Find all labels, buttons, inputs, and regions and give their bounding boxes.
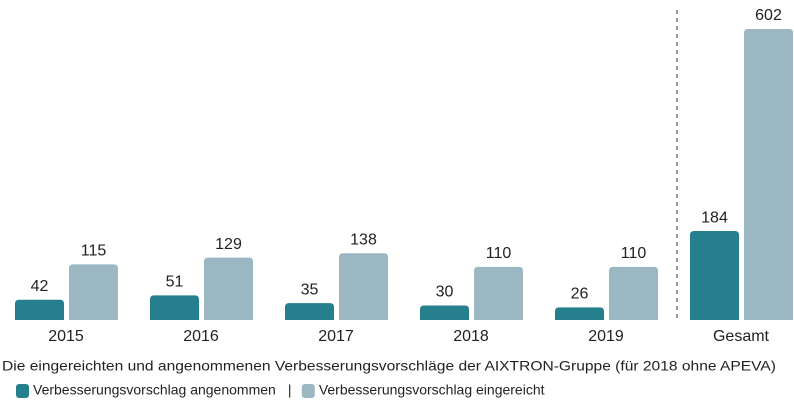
bar	[474, 266, 523, 320]
x-tick-label: 2017	[318, 328, 354, 345]
bar	[69, 264, 118, 320]
bar	[285, 303, 334, 320]
bar	[555, 307, 604, 320]
bar	[150, 295, 199, 320]
x-tick-label: 2019	[588, 328, 624, 345]
value-label: 115	[81, 243, 107, 260]
legend-label: Verbesserungsvorschlag eingereicht	[319, 382, 545, 398]
legend-separator: |	[288, 382, 292, 398]
caption: Die eingereichten und angenommenen Verbe…	[2, 358, 776, 374]
legend-swatch	[301, 384, 315, 398]
value-label: 110	[486, 245, 512, 262]
legend-swatch	[16, 384, 29, 398]
value-label: 26	[571, 286, 589, 303]
value-label: 42	[31, 278, 49, 295]
bar	[609, 266, 658, 320]
value-label: 51	[166, 274, 184, 291]
x-tick-label: 2018	[453, 328, 489, 345]
bar	[744, 29, 793, 320]
value-label: 110	[621, 245, 647, 262]
bar	[690, 231, 739, 320]
x-tick-label: 2015	[48, 328, 84, 345]
bar	[204, 257, 253, 320]
value-label: 30	[436, 284, 454, 301]
legend-label: Verbesserungsvorschlag angenommen	[33, 382, 276, 398]
value-label: 602	[755, 7, 782, 24]
value-label: 184	[701, 209, 728, 226]
value-label: 138	[350, 232, 377, 249]
value-label: 35	[301, 281, 319, 298]
bar	[339, 253, 388, 320]
value-label: 129	[215, 236, 242, 253]
x-tick-label: Gesamt	[713, 328, 770, 345]
bar	[420, 305, 469, 320]
x-tick-label: 2016	[183, 328, 219, 345]
bar	[15, 299, 64, 320]
